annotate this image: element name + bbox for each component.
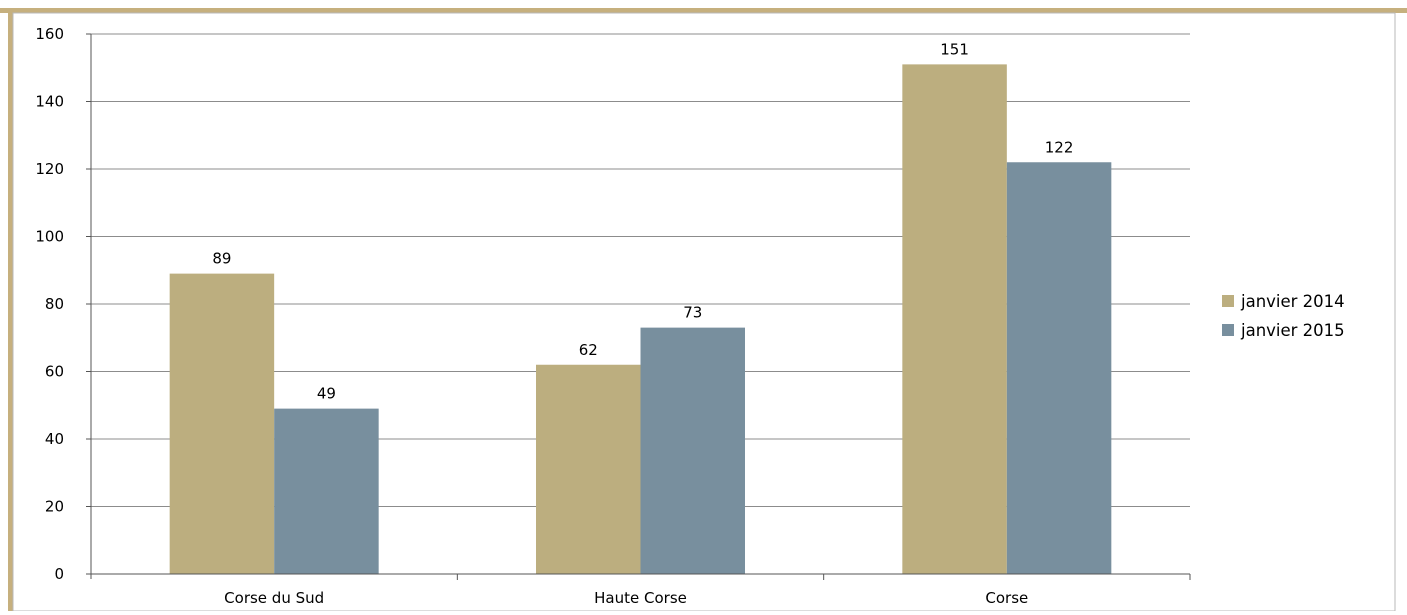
x-tick-label: Haute Corse: [594, 589, 687, 607]
frame-top-border: [0, 8, 1407, 13]
bar: [902, 64, 1007, 574]
y-tick-label: 140: [35, 93, 64, 111]
legend-label: janvier 2014: [1240, 292, 1345, 311]
y-tick-label: 40: [45, 430, 64, 448]
y-tick-label: 20: [45, 498, 64, 516]
y-tick-label: 120: [35, 160, 64, 178]
x-axis-labels: Corse du Sud Haute Corse Corse: [224, 589, 1028, 607]
data-label: 151: [940, 40, 969, 58]
legend: janvier 2014 janvier 2015: [1222, 292, 1345, 340]
y-tick-label: 60: [45, 363, 64, 381]
legend-label: janvier 2015: [1240, 321, 1345, 340]
data-label: 89: [212, 250, 231, 268]
bar: [640, 327, 745, 574]
data-label: 122: [1045, 138, 1074, 156]
frame-left-border: [8, 8, 13, 615]
bar: [169, 273, 275, 574]
data-label: 73: [683, 304, 702, 322]
data-label: 62: [579, 341, 598, 359]
data-label: 49: [317, 385, 336, 403]
y-tick-label: 0: [54, 565, 64, 583]
axes: [90, 34, 1191, 580]
y-axis-ticks: 0 20 40 60 80 100 120 140 160: [35, 25, 91, 583]
bar: [536, 364, 641, 574]
legend-swatch: [1222, 324, 1234, 336]
y-tick-label: 80: [45, 295, 64, 313]
y-tick-label: 160: [35, 25, 64, 43]
bars: [169, 64, 1112, 574]
x-tick-label: Corse: [985, 589, 1028, 607]
bar: [274, 408, 379, 574]
bar: [1006, 162, 1112, 574]
legend-swatch: [1222, 295, 1234, 307]
data-labels: 89 49 62 73 151 122: [212, 40, 1073, 402]
y-tick-label: 100: [35, 228, 64, 246]
x-tick-label: Corse du Sud: [224, 589, 324, 607]
